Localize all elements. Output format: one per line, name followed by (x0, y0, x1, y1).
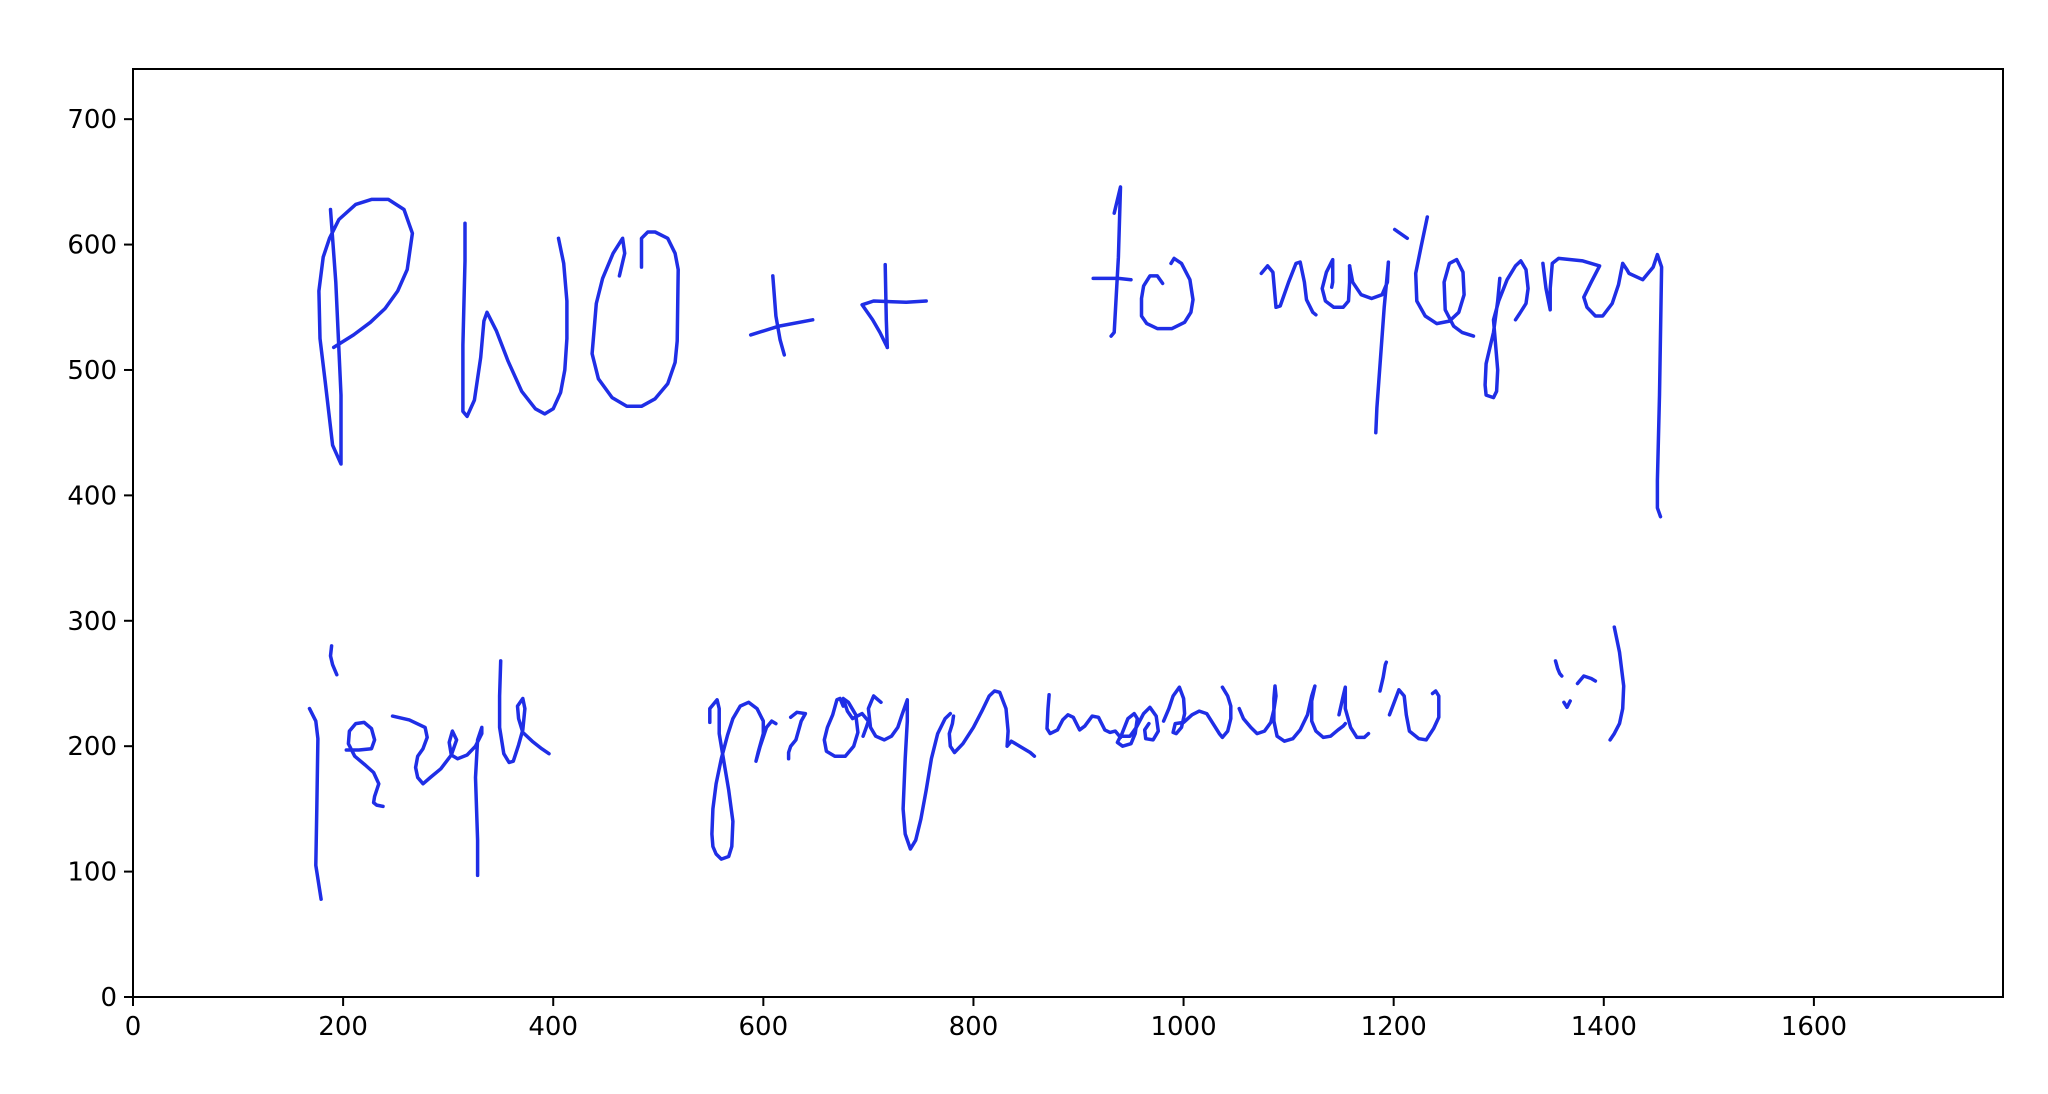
stroke-26 (947, 689, 1037, 758)
stroke-1 (461, 221, 569, 419)
stroke-2 (590, 230, 680, 409)
x-tick-label: 800 (949, 1012, 999, 1042)
x-tick-label: 1600 (1781, 1012, 1847, 1042)
x-tick-label: 400 (528, 1012, 578, 1042)
stroke-37 (1608, 625, 1626, 742)
stroke-24 (822, 696, 871, 758)
stroke-22 (708, 698, 778, 861)
stroke-33 (1387, 688, 1441, 742)
stroke-11 (1320, 257, 1352, 310)
y-tick-label: 400 (67, 481, 117, 511)
stroke-16 (1541, 252, 1664, 519)
stroke-0 (317, 197, 415, 466)
x-tick-label: 1200 (1361, 1012, 1427, 1042)
y-tick-label: 700 (67, 105, 117, 135)
x-axis: 0 200 400 600 800 1000 1200 1400 1600 (125, 997, 1847, 1042)
plot-area (132, 68, 2004, 998)
stroke-17 (328, 644, 339, 677)
stroke-27 (1045, 693, 1123, 740)
stroke-14 (1413, 215, 1476, 338)
stroke-13 (1392, 227, 1410, 241)
y-axis: 0 100 200 300 400 500 600 700 (67, 105, 133, 1013)
stroke-23 (786, 710, 808, 761)
y-tick-label: 200 (67, 732, 117, 762)
stroke-36 (1575, 674, 1598, 686)
stroke-25 (866, 694, 953, 851)
stroke-19 (344, 720, 385, 809)
stroke-30 (1237, 684, 1348, 743)
stroke-3 (771, 274, 787, 357)
stroke-35 (1562, 699, 1572, 710)
y-tick-label: 300 (67, 607, 117, 637)
stroke-12 (1347, 260, 1391, 435)
x-tick-label: 1400 (1571, 1012, 1637, 1042)
x-tick-label: 1000 (1150, 1012, 1216, 1042)
stroke-18 (307, 706, 323, 901)
y-tick-label: 500 (67, 356, 117, 386)
stroke-5 (883, 262, 890, 350)
stroke-15 (1483, 259, 1530, 400)
stroke-29 (1161, 685, 1233, 740)
stroke-7 (1109, 185, 1123, 338)
y-tick-label: 100 (67, 858, 117, 888)
x-tick-label: 0 (125, 1012, 142, 1042)
stroke-9 (1139, 256, 1195, 331)
stroke-34 (1553, 659, 1564, 678)
stroke-31 (1337, 685, 1371, 740)
y-tick-label: 0 (100, 983, 117, 1013)
stroke-6 (860, 299, 928, 350)
axes-frame (132, 68, 2004, 998)
x-tick-label: 200 (318, 1012, 368, 1042)
y-tick-label: 600 (67, 231, 117, 261)
stroke-10 (1259, 260, 1318, 317)
handwriting-strokes (307, 185, 1664, 901)
stroke-28 (1115, 705, 1161, 748)
x-tick-label: 600 (739, 1012, 789, 1042)
stroke-21 (497, 659, 551, 765)
stroke-4 (748, 318, 815, 337)
stroke-32 (1378, 660, 1389, 693)
stroke-8 (1091, 276, 1133, 282)
stroke-20 (390, 714, 484, 878)
